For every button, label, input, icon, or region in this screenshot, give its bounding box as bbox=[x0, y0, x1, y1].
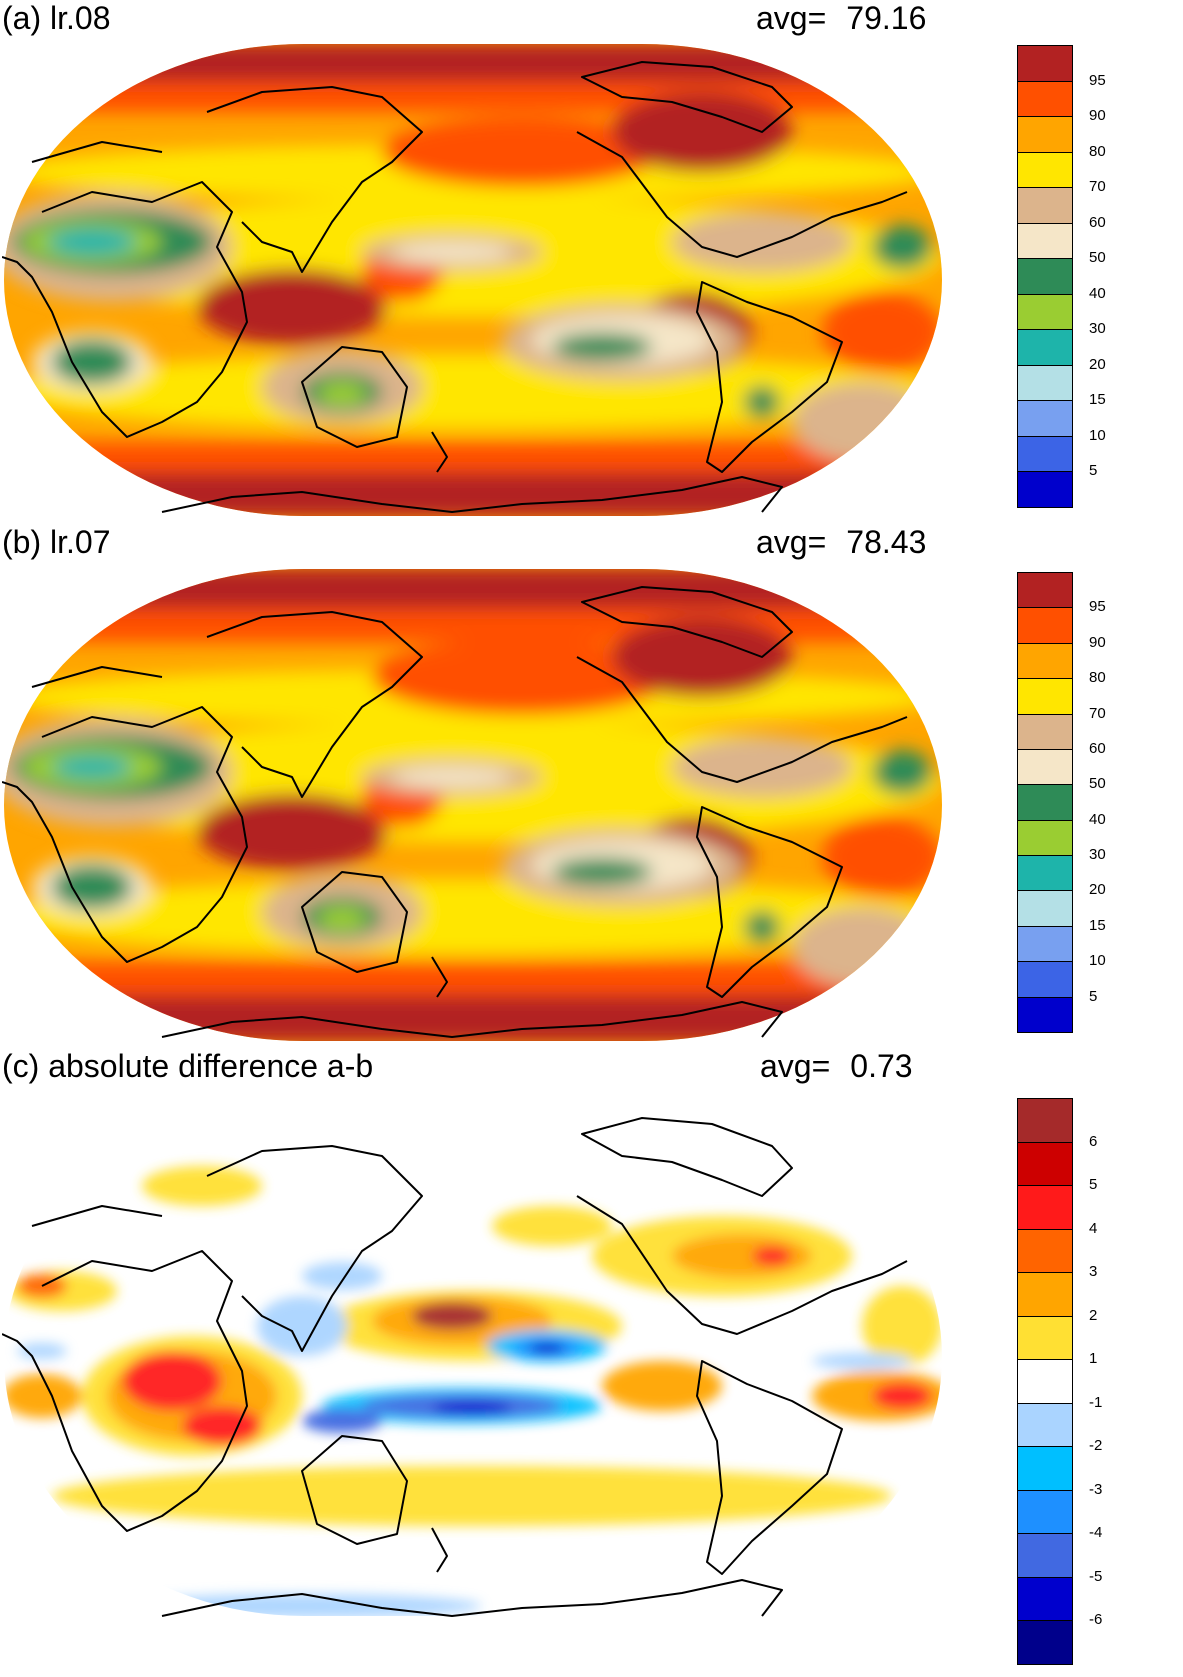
colorbar-label: 50 bbox=[1089, 775, 1106, 793]
colorbar-swatch bbox=[1017, 1620, 1073, 1665]
panel-b: (b) lr.07 avg= 78.43 bbox=[0, 524, 1183, 1044]
colorbar-label: 20 bbox=[1089, 355, 1106, 373]
colorbar-swatch bbox=[1017, 678, 1073, 715]
colorbar-swatch bbox=[1017, 925, 1073, 963]
colorbar-label: 10 bbox=[1089, 426, 1106, 444]
colorbar-swatch bbox=[1017, 80, 1073, 118]
colorbar-label: 40 bbox=[1089, 810, 1106, 828]
colorbar-label: 90 bbox=[1089, 107, 1106, 125]
colorbar-swatch bbox=[1017, 890, 1073, 927]
colorbar-a: 5 10 15 20 30 40 50 60 70 80 90 95 bbox=[1017, 45, 1106, 508]
colorbar-swatch bbox=[1017, 1098, 1073, 1143]
colorbar-swatch bbox=[1017, 222, 1073, 260]
colorbar-swatch bbox=[1017, 572, 1073, 609]
colorbar-swatch bbox=[1017, 1228, 1073, 1274]
colorbar-label: 95 bbox=[1089, 598, 1106, 616]
avg-label: avg= bbox=[760, 1048, 831, 1084]
colorbar-label: 4 bbox=[1089, 1219, 1098, 1237]
colorbar-swatch bbox=[1017, 471, 1073, 508]
colorbar-label: -2 bbox=[1089, 1437, 1103, 1455]
panel-average: avg= 78.43 bbox=[756, 524, 926, 560]
colorbar-label: 15 bbox=[1089, 391, 1106, 409]
colorbar-swatch bbox=[1017, 364, 1073, 402]
panel-title: (c) absolute difference a-b bbox=[2, 1048, 374, 1084]
colorbar-swatch bbox=[1017, 435, 1073, 473]
avg-value: 79.16 bbox=[846, 0, 927, 36]
colorbar-swatch bbox=[1017, 1533, 1073, 1578]
colorbar-swatch bbox=[1017, 1272, 1073, 1317]
map-b bbox=[2, 569, 942, 1041]
colorbar-label: -3 bbox=[1089, 1480, 1103, 1498]
panel-c: (c) absolute difference a-b avg= 0.73 bbox=[0, 1048, 1183, 1677]
colorbar-swatch bbox=[1017, 1576, 1073, 1622]
colorbar-label: -1 bbox=[1089, 1393, 1103, 1411]
colorbar-c: -6 -5 -4 -3 -2 -1 1 2 3 4 5 6 bbox=[1017, 1098, 1102, 1665]
colorbar-label: 10 bbox=[1089, 952, 1106, 970]
avg-value: 78.43 bbox=[846, 524, 927, 560]
colorbar-label: 90 bbox=[1089, 633, 1106, 651]
colorbar-label: 20 bbox=[1089, 881, 1106, 899]
colorbar-swatch bbox=[1017, 961, 1073, 998]
colorbar-swatch bbox=[1017, 258, 1073, 295]
colorbar-label: -4 bbox=[1089, 1524, 1103, 1542]
colorbar-swatch bbox=[1017, 1489, 1073, 1535]
colorbar-swatch bbox=[1017, 293, 1073, 331]
map-a bbox=[2, 44, 942, 516]
colorbar-swatch bbox=[1017, 713, 1073, 750]
colorbar-swatch bbox=[1017, 855, 1073, 892]
colorbar-label: 3 bbox=[1089, 1263, 1098, 1281]
colorbar-label: 5 bbox=[1089, 462, 1098, 480]
panel-average: avg= 79.16 bbox=[756, 0, 926, 36]
panel-average: avg= 0.73 bbox=[760, 1048, 913, 1084]
colorbar-label: 30 bbox=[1089, 846, 1106, 864]
colorbar-label: 30 bbox=[1089, 320, 1106, 338]
coastlines bbox=[2, 61, 908, 513]
colorbar-swatch bbox=[1017, 1359, 1073, 1404]
colorbar-swatch bbox=[1017, 642, 1073, 680]
colorbar-swatch bbox=[1017, 607, 1073, 644]
colorbar-swatch bbox=[1017, 748, 1073, 786]
colorbar-label: -5 bbox=[1089, 1567, 1103, 1585]
colorbar-swatch bbox=[1017, 996, 1073, 1033]
colorbar-label: 6 bbox=[1089, 1132, 1098, 1150]
colorbar-swatch bbox=[1017, 819, 1073, 857]
avg-value: 0.73 bbox=[850, 1048, 913, 1084]
colorbar-swatch bbox=[1017, 151, 1073, 189]
avg-label: avg= bbox=[756, 524, 827, 560]
coastlines bbox=[2, 586, 908, 1038]
colorbar-label: 5 bbox=[1089, 1176, 1098, 1194]
colorbar-b: 5 10 15 20 30 40 50 60 70 80 90 95 bbox=[1017, 572, 1106, 1033]
colorbar-label: 95 bbox=[1089, 71, 1106, 89]
colorbar-swatch bbox=[1017, 1141, 1073, 1187]
colorbar-label: 60 bbox=[1089, 213, 1106, 231]
colorbar-label: 80 bbox=[1089, 669, 1106, 687]
colorbar-label: 5 bbox=[1089, 987, 1098, 1005]
coastlines bbox=[2, 1117, 908, 1617]
colorbar-swatch bbox=[1017, 1315, 1073, 1361]
colorbar-label: 60 bbox=[1089, 739, 1106, 757]
colorbar-swatch bbox=[1017, 400, 1073, 437]
colorbar-label: 70 bbox=[1089, 178, 1106, 196]
colorbar-label: 50 bbox=[1089, 249, 1106, 267]
avg-label: avg= bbox=[756, 0, 827, 36]
colorbar-label: 1 bbox=[1089, 1350, 1098, 1368]
colorbar-swatch bbox=[1017, 784, 1073, 821]
colorbar-swatch bbox=[1017, 45, 1073, 82]
panel-a: (a) lr.08 avg= 79.16 bbox=[0, 0, 1183, 520]
colorbar-label: 70 bbox=[1089, 704, 1106, 722]
colorbar-label: 40 bbox=[1089, 284, 1106, 302]
colorbar-label: 15 bbox=[1089, 916, 1106, 934]
colorbar-label: -6 bbox=[1089, 1611, 1103, 1629]
colorbar-swatch bbox=[1017, 187, 1073, 224]
panel-title: (b) lr.07 bbox=[2, 524, 111, 560]
colorbar-swatch bbox=[1017, 116, 1073, 153]
map-c bbox=[2, 1098, 942, 1617]
colorbar-swatch bbox=[1017, 329, 1073, 366]
colorbar-swatch bbox=[1017, 1446, 1073, 1491]
colorbar-swatch bbox=[1017, 1185, 1073, 1230]
panel-title: (a) lr.08 bbox=[2, 0, 111, 36]
colorbar-swatch bbox=[1017, 1402, 1073, 1448]
colorbar-label: 80 bbox=[1089, 142, 1106, 160]
colorbar-label: 2 bbox=[1089, 1306, 1098, 1324]
